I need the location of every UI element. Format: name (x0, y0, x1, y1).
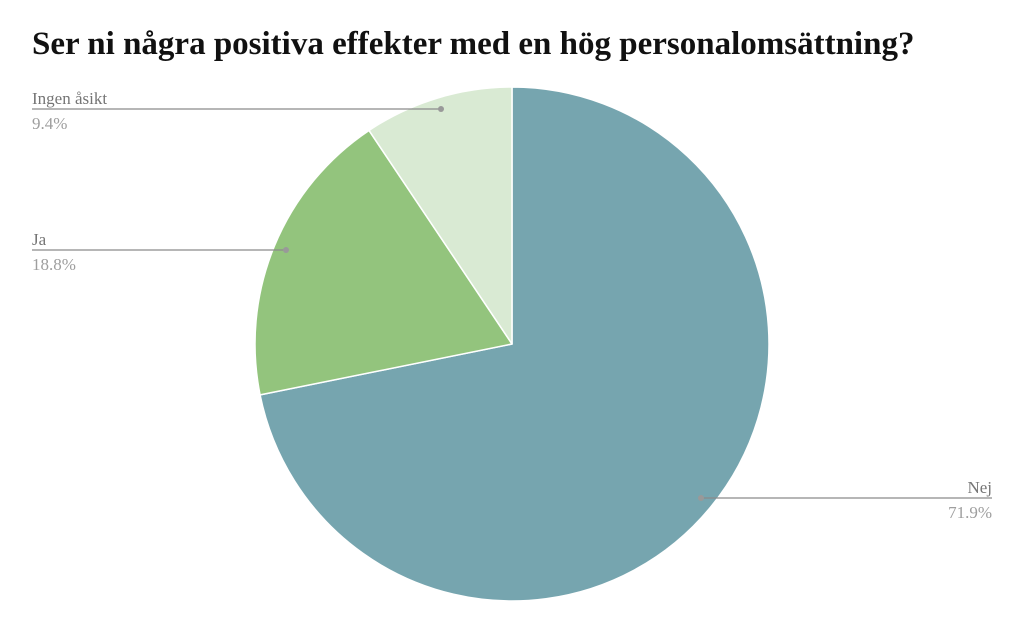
slice-label-ja: Ja 18.8% (32, 230, 289, 274)
pie-slice-nej (259, 86, 770, 602)
slice-label-nej: Nej 71.9% (698, 478, 992, 522)
slice-label-ingen-asikt: Ingen åsikt 9.4% (32, 89, 444, 133)
slice-label-percent: 9.4% (32, 114, 67, 133)
leader-dot (438, 106, 444, 112)
chart-title: Ser ni några positiva effekter med en hö… (32, 26, 915, 62)
slice-label-percent: 18.8% (32, 255, 76, 274)
slice-label-name: Ja (32, 230, 47, 249)
pie-slice-ingen-asikt (368, 86, 513, 345)
pie-labels: Nej 71.9% Ja 18.8% Ingen åsikt 9.4% (32, 89, 992, 522)
pie-slice-ja (254, 129, 513, 396)
slice-label-name: Nej (967, 478, 992, 497)
slice-label-percent: 71.9% (948, 503, 992, 522)
leader-dot (283, 247, 289, 253)
leader-dot (698, 495, 704, 501)
slice-label-name: Ingen åsikt (32, 89, 107, 108)
pie-slices (254, 86, 770, 602)
